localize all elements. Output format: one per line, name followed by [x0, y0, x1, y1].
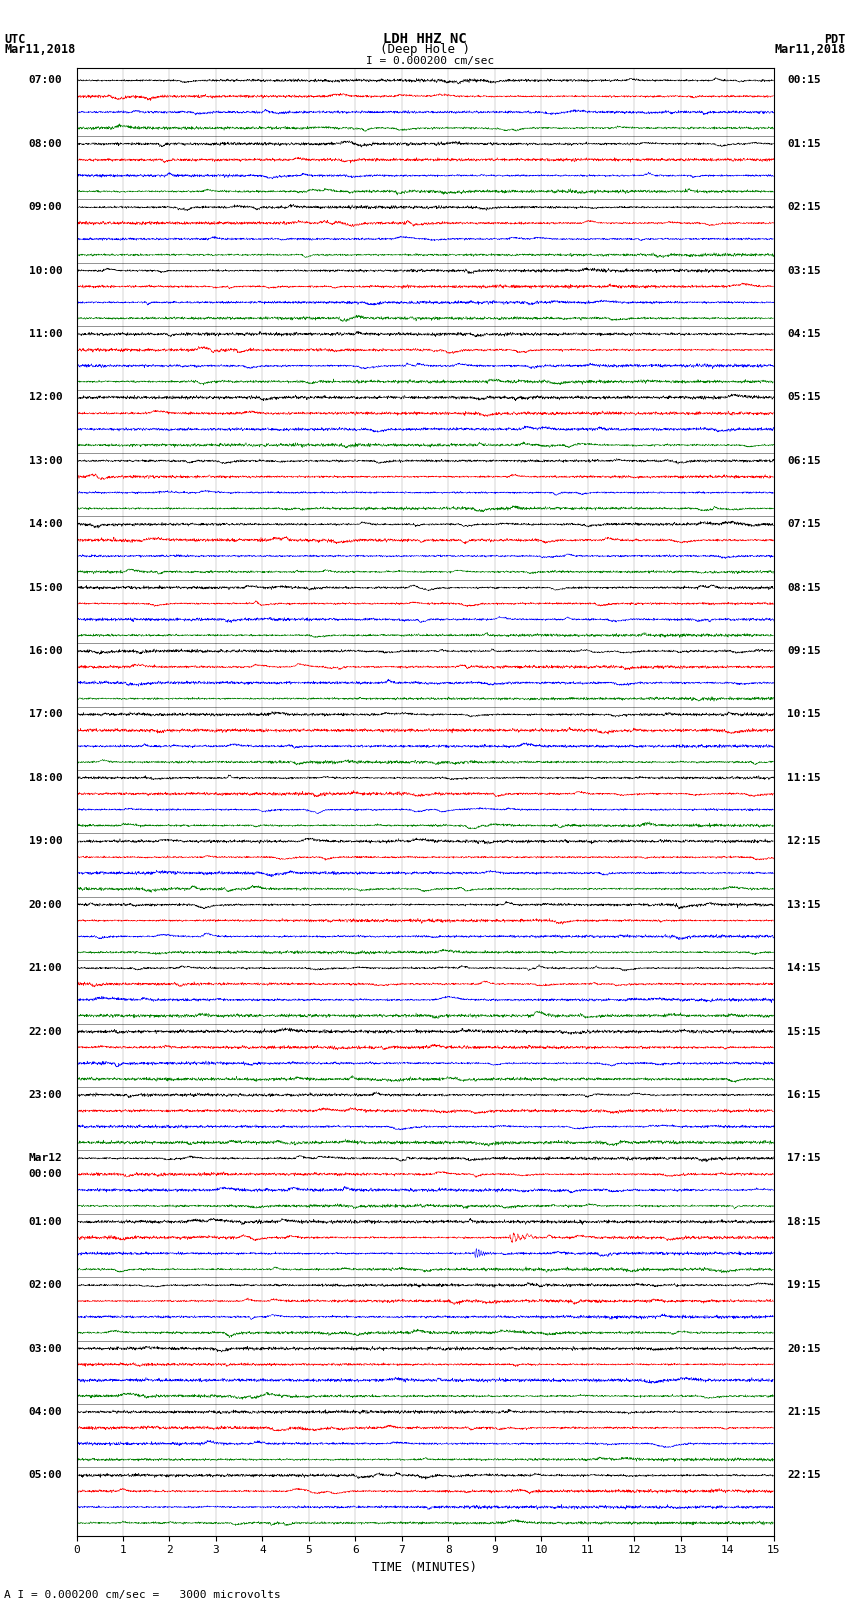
Text: 12:00: 12:00: [29, 392, 63, 403]
Text: 00:00: 00:00: [29, 1169, 63, 1179]
Text: A I = 0.000200 cm/sec =   3000 microvolts: A I = 0.000200 cm/sec = 3000 microvolts: [4, 1590, 281, 1600]
Text: 05:15: 05:15: [787, 392, 821, 403]
Text: 15:00: 15:00: [29, 582, 63, 592]
Text: 13:00: 13:00: [29, 456, 63, 466]
Text: 18:00: 18:00: [29, 773, 63, 782]
Text: 01:15: 01:15: [787, 139, 821, 148]
Text: 17:00: 17:00: [29, 710, 63, 719]
Text: I = 0.000200 cm/sec: I = 0.000200 cm/sec: [366, 56, 494, 66]
Text: 11:15: 11:15: [787, 773, 821, 782]
X-axis label: TIME (MINUTES): TIME (MINUTES): [372, 1561, 478, 1574]
Text: 14:00: 14:00: [29, 519, 63, 529]
Text: 09:00: 09:00: [29, 202, 63, 213]
Text: 18:15: 18:15: [787, 1216, 821, 1227]
Text: Mar11,2018: Mar11,2018: [4, 44, 76, 56]
Text: 09:15: 09:15: [787, 647, 821, 656]
Text: 06:15: 06:15: [787, 456, 821, 466]
Text: 07:15: 07:15: [787, 519, 821, 529]
Text: 20:00: 20:00: [29, 900, 63, 910]
Text: 16:15: 16:15: [787, 1090, 821, 1100]
Text: 15:15: 15:15: [787, 1026, 821, 1037]
Text: LDH HHZ NC: LDH HHZ NC: [383, 32, 467, 45]
Text: 08:15: 08:15: [787, 582, 821, 592]
Text: 00:15: 00:15: [787, 76, 821, 85]
Text: 19:15: 19:15: [787, 1281, 821, 1290]
Text: 13:15: 13:15: [787, 900, 821, 910]
Text: 04:00: 04:00: [29, 1407, 63, 1416]
Text: 12:15: 12:15: [787, 836, 821, 847]
Text: UTC: UTC: [4, 32, 26, 45]
Text: 22:15: 22:15: [787, 1471, 821, 1481]
Text: 19:00: 19:00: [29, 836, 63, 847]
Text: 01:00: 01:00: [29, 1216, 63, 1227]
Text: 07:00: 07:00: [29, 76, 63, 85]
Text: 21:15: 21:15: [787, 1407, 821, 1416]
Text: 11:00: 11:00: [29, 329, 63, 339]
Text: 10:15: 10:15: [787, 710, 821, 719]
Text: Mar11,2018: Mar11,2018: [774, 44, 846, 56]
Text: 10:00: 10:00: [29, 266, 63, 276]
Text: 16:00: 16:00: [29, 647, 63, 656]
Text: 17:15: 17:15: [787, 1153, 821, 1163]
Text: 03:15: 03:15: [787, 266, 821, 276]
Text: 20:15: 20:15: [787, 1344, 821, 1353]
Text: 03:00: 03:00: [29, 1344, 63, 1353]
Text: (Deep Hole ): (Deep Hole ): [380, 44, 470, 56]
Text: 05:00: 05:00: [29, 1471, 63, 1481]
Text: Mar12: Mar12: [29, 1153, 63, 1163]
Text: 04:15: 04:15: [787, 329, 821, 339]
Text: 08:00: 08:00: [29, 139, 63, 148]
Text: 21:00: 21:00: [29, 963, 63, 973]
Text: PDT: PDT: [824, 32, 846, 45]
Text: 14:15: 14:15: [787, 963, 821, 973]
Text: 22:00: 22:00: [29, 1026, 63, 1037]
Text: 23:00: 23:00: [29, 1090, 63, 1100]
Text: 02:15: 02:15: [787, 202, 821, 213]
Text: 02:00: 02:00: [29, 1281, 63, 1290]
